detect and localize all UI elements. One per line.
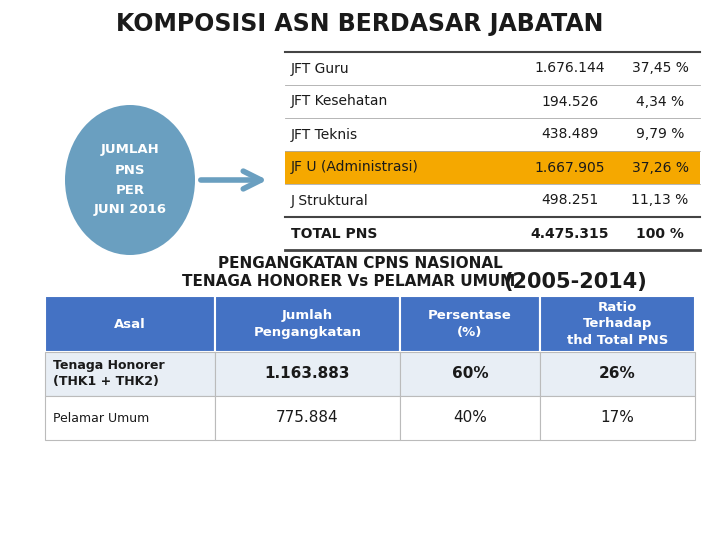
Text: 40%: 40%	[453, 410, 487, 426]
Bar	[540, 396, 695, 440]
Text: TENAGA HONORER Vs PELAMAR UMUM: TENAGA HONORER Vs PELAMAR UMUM	[182, 274, 516, 289]
Text: 438.489: 438.489	[541, 127, 598, 141]
Text: JF U (Administrasi): JF U (Administrasi)	[291, 160, 419, 174]
Bar	[45, 296, 215, 352]
Text: 775.884: 775.884	[276, 410, 339, 426]
Text: 37,45 %: 37,45 %	[631, 62, 688, 76]
Text: JFT Kesehatan: JFT Kesehatan	[291, 94, 388, 109]
Text: Ratio
Terhadap
thd Total PNS: Ratio Terhadap thd Total PNS	[567, 301, 668, 347]
Bar	[215, 352, 400, 396]
FancyArrowPatch shape	[201, 171, 261, 189]
Text: Jumlah
Pengangkatan: Jumlah Pengangkatan	[253, 309, 361, 339]
Bar	[540, 352, 695, 396]
Bar	[45, 396, 215, 440]
Text: Pelamar Umum: Pelamar Umum	[53, 411, 149, 424]
Text: TOTAL PNS: TOTAL PNS	[291, 226, 377, 240]
Bar	[400, 296, 540, 352]
Text: Tenaga Honorer
(THK1 + THK2): Tenaga Honorer (THK1 + THK2)	[53, 360, 165, 388]
Text: JUMLAH
PNS
PER
JUNI 2016: JUMLAH PNS PER JUNI 2016	[94, 144, 166, 217]
Bar	[215, 396, 400, 440]
Ellipse shape	[65, 105, 195, 255]
Text: 194.526: 194.526	[541, 94, 598, 109]
Text: 11,13 %: 11,13 %	[631, 193, 688, 207]
Text: 1.667.905: 1.667.905	[535, 160, 606, 174]
Text: JFT Teknis: JFT Teknis	[291, 127, 358, 141]
Text: 17%: 17%	[600, 410, 634, 426]
Bar	[400, 396, 540, 440]
Text: 100 %: 100 %	[636, 226, 684, 240]
Text: PENGANGKATAN CPNS NASIONAL: PENGANGKATAN CPNS NASIONAL	[217, 256, 503, 272]
Text: (2005-2014): (2005-2014)	[503, 272, 647, 292]
Text: J Struktural: J Struktural	[291, 193, 369, 207]
Bar	[540, 296, 695, 352]
Text: 498.251: 498.251	[541, 193, 598, 207]
Text: Asal: Asal	[114, 318, 146, 330]
Text: 1.676.144: 1.676.144	[535, 62, 606, 76]
Text: KOMPOSISI ASN BERDASAR JABATAN: KOMPOSISI ASN BERDASAR JABATAN	[117, 12, 603, 36]
Text: 4.475.315: 4.475.315	[531, 226, 609, 240]
Text: Persentase
(%): Persentase (%)	[428, 309, 512, 339]
Text: 4,34 %: 4,34 %	[636, 94, 684, 109]
Bar	[215, 296, 400, 352]
Text: 9,79 %: 9,79 %	[636, 127, 684, 141]
Bar	[45, 352, 215, 396]
Bar	[285, 151, 700, 184]
Text: 60%: 60%	[451, 367, 488, 381]
Text: 1.163.883: 1.163.883	[265, 367, 350, 381]
Text: 26%: 26%	[599, 367, 636, 381]
Text: 37,26 %: 37,26 %	[631, 160, 688, 174]
Bar	[400, 352, 540, 396]
Text: JFT Guru: JFT Guru	[291, 62, 350, 76]
